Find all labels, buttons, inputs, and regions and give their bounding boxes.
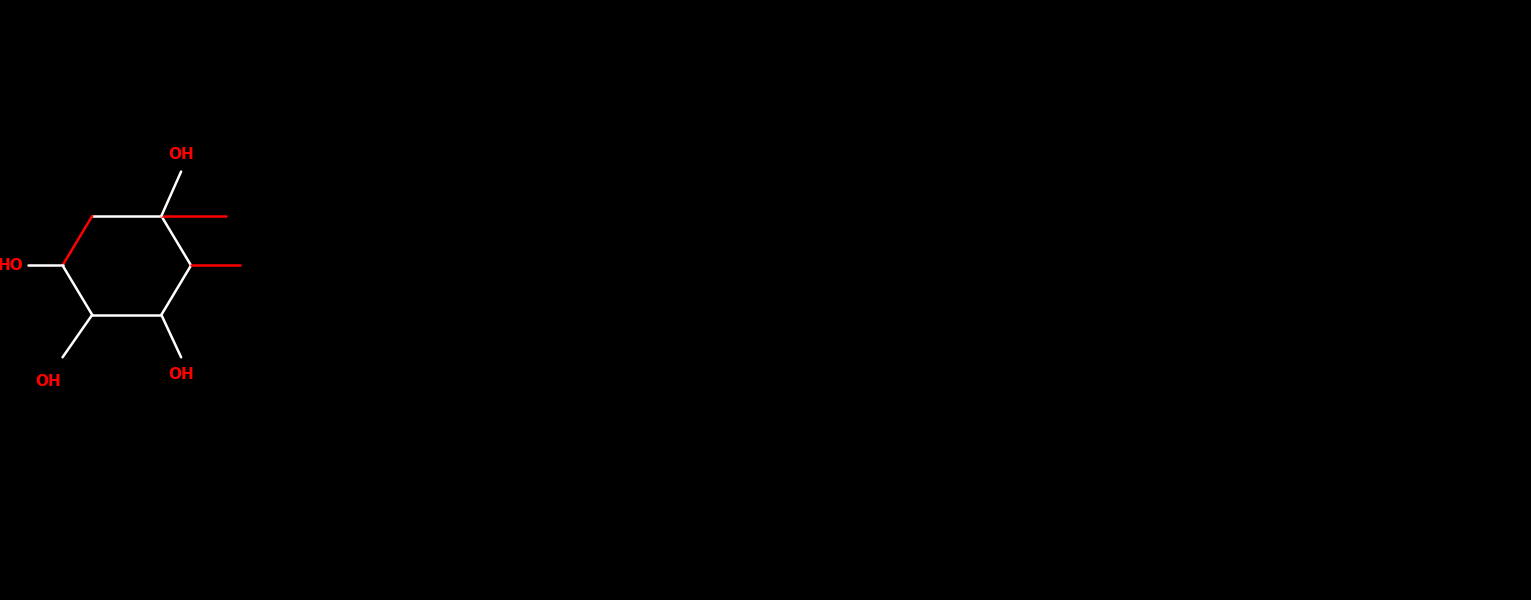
Text: OH: OH [35, 374, 61, 389]
Text: HO: HO [0, 258, 23, 273]
Text: OH: OH [168, 367, 194, 382]
Text: OH: OH [168, 146, 194, 161]
